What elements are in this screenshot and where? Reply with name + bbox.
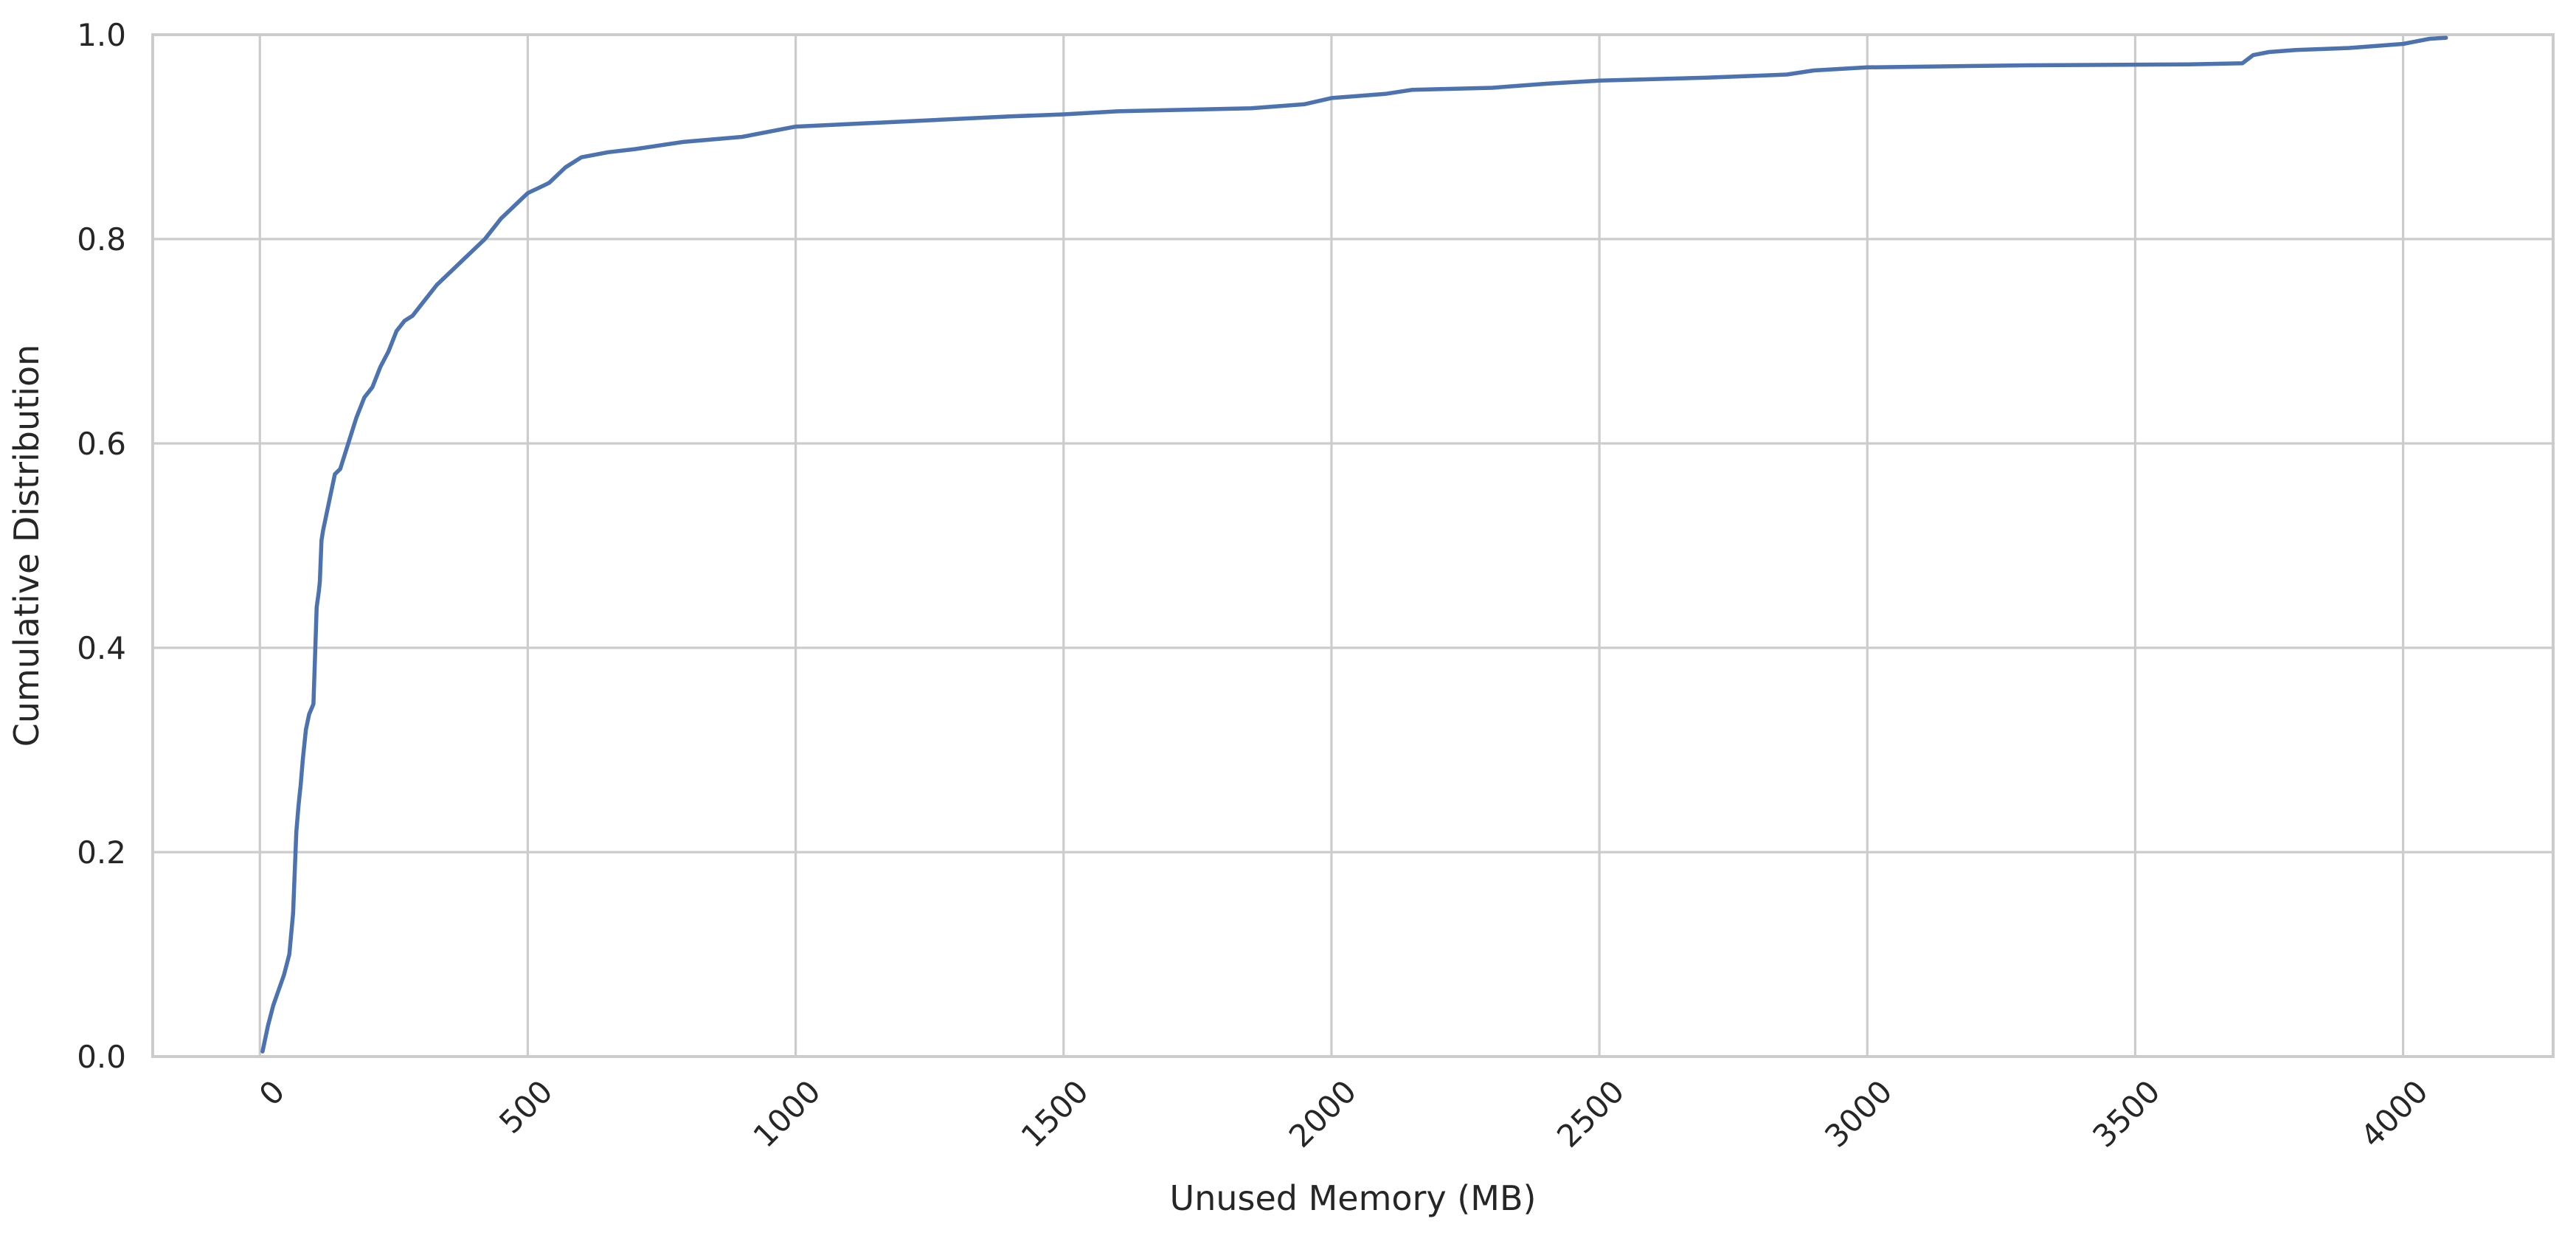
x-tick-label: 4000 [2354,1073,2435,1154]
x-tick-label: 2500 [1550,1073,1631,1154]
x-tick-labels: 0 500 1000 1500 2000 2500 3000 3500 4000 [252,1073,2435,1154]
x-tick-label: 1000 [747,1073,828,1154]
x-tick-label: 1500 [1014,1073,1095,1154]
y-tick-label: 0.6 [77,426,126,462]
series-group [260,35,2448,1054]
series-line-0 [260,35,2448,1054]
y-tick-labels: 0.0 0.2 0.4 0.6 0.8 1.0 [77,17,126,1075]
x-tick-label: 2000 [1282,1073,1363,1154]
grid-lines [153,33,2553,1058]
y-tick-label: 1.0 [77,17,126,53]
plot-frame [151,33,2555,1058]
y-tick-label: 0.2 [77,834,126,871]
x-tick-label: 3500 [2085,1073,2167,1154]
x-tick-label: 500 [492,1073,559,1140]
x-axis-label: Unused Memory (MB) [1170,1178,1537,1218]
y-tick-label: 0.8 [77,221,126,257]
y-axis-label: Cumulative Distribution [7,345,46,747]
y-tick-label: 0.0 [77,1039,126,1075]
x-tick-label: 0 [252,1073,292,1113]
x-tick-label: 3000 [1818,1073,1899,1154]
y-tick-label: 0.4 [77,630,126,666]
